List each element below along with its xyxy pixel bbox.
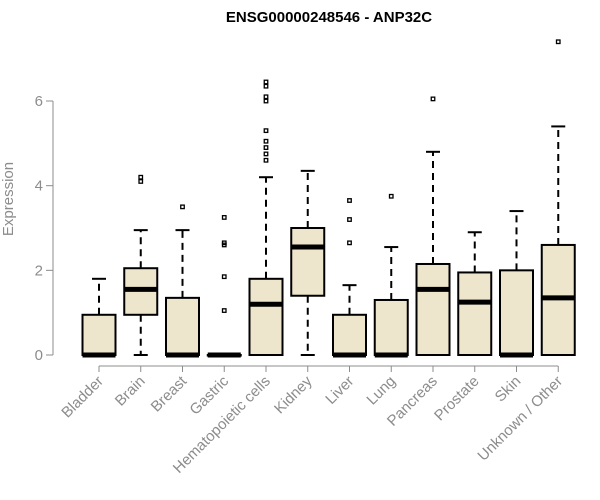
x-tick-label: Kidney [271, 372, 316, 417]
x-tick-label: Liver [322, 373, 357, 408]
x-tick-label: Skin [492, 373, 525, 406]
y-tick-label: 2 [35, 262, 43, 279]
outlier-point [263, 157, 269, 163]
y-axis: 0 2 4 6 [35, 93, 54, 364]
outlier-point [221, 215, 227, 220]
outlier-point [347, 198, 352, 203]
outlier-point [347, 240, 352, 246]
outlier-point [555, 39, 561, 45]
box-body [415, 262, 451, 357]
box-body [457, 271, 493, 357]
box-kidney [290, 169, 326, 356]
x-tick-label: Lung [363, 373, 399, 409]
outlier-point [263, 83, 269, 89]
box-hematopoietic-cells [248, 79, 284, 356]
box-gastric [206, 215, 242, 358]
outlier-point [388, 193, 394, 199]
outlier-point [263, 151, 269, 157]
box-body [332, 313, 367, 356]
outlier-point [263, 79, 269, 85]
y-tick-label: 6 [35, 93, 43, 110]
x-tick-label: Prostate [431, 373, 483, 425]
x-tick-label: Bladder [58, 373, 107, 422]
box-group [81, 39, 576, 358]
outlier-point [263, 138, 269, 144]
y-tick-label: 0 [35, 347, 43, 364]
box-body [165, 296, 200, 356]
outlier-point [138, 174, 144, 180]
outlier-point [263, 98, 269, 104]
chart-title: ENSG00000248546 - ANP32C [226, 9, 432, 26]
box-liver [332, 198, 367, 358]
y-axis-label: Expression [0, 162, 17, 236]
box-body [499, 269, 534, 356]
box-body [373, 298, 409, 357]
x-tick-label: Brain [112, 373, 149, 410]
outlier-point [180, 204, 185, 210]
box-pancreas [415, 96, 451, 357]
outlier-point [263, 94, 269, 100]
box-brain [123, 174, 159, 356]
outlier-point [347, 217, 352, 222]
box-bladder [81, 277, 117, 358]
outlier-point [221, 274, 227, 280]
box-body [81, 313, 117, 356]
box-skin [499, 210, 534, 358]
y-tick-label: 4 [35, 178, 43, 195]
outlier-point [430, 96, 436, 102]
outlier-point [263, 145, 269, 150]
box-lung [373, 193, 409, 358]
outlier-point [138, 179, 144, 184]
x-tick-label: Breast [148, 372, 191, 415]
box-unknown-other [540, 39, 576, 356]
box-body [290, 227, 326, 297]
box-prostate [457, 231, 493, 357]
outlier-point [263, 128, 269, 134]
box-body [248, 277, 284, 356]
outlier-point [221, 308, 227, 313]
box-breast [165, 204, 200, 358]
outlier-point [221, 240, 227, 246]
